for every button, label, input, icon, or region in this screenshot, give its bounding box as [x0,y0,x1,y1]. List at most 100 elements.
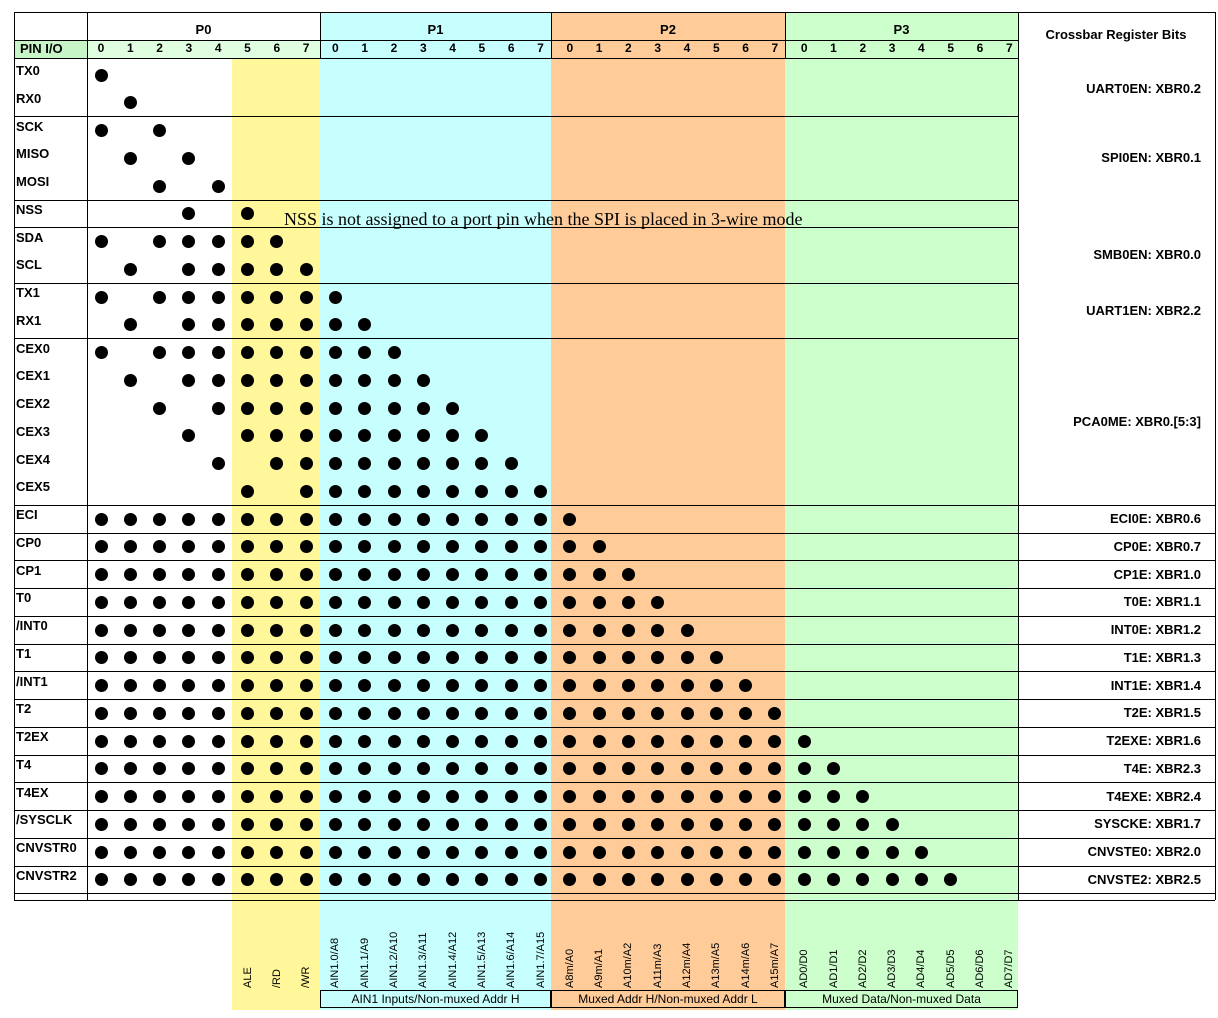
connection-dot [446,623,460,637]
connection-dot [768,817,782,831]
connection-dot [328,401,342,415]
connection-dot [299,595,313,609]
connection-dot [504,706,518,720]
bit-header-1-5: 5 [478,41,486,55]
connection-dot [328,623,342,637]
connection-dot [270,595,284,609]
connection-dot [680,845,694,859]
connection-dot [797,762,811,776]
connection-dot [563,623,577,637]
connection-dot [534,540,547,554]
connection-dot [153,235,167,248]
connection-dot [241,845,254,859]
bit-header-0-6: 6 [273,41,281,55]
connection-dot [123,679,137,692]
connection-dot [475,595,489,609]
connection-dot [182,679,196,692]
register-label: CNVSTE2: XBR2.5 [1087,871,1201,887]
connection-dot [211,817,225,831]
connection-dot [797,873,811,887]
pin-label: MISO [16,146,50,162]
connection-dot [416,845,430,859]
connection-dot [592,623,606,637]
connection-dot [211,651,225,665]
connection-dot [182,845,196,859]
p1-p2-divider [551,12,552,58]
connection-dot [621,568,635,581]
connection-dot [358,623,372,637]
connection-dot [827,845,840,859]
connection-dot [241,568,254,581]
connection-dot [504,651,518,665]
bit-header-2-0: 0 [566,41,574,55]
group-footer: Muxed Addr H/Non-muxed Addr L [551,990,785,1008]
bit-header-2-4: 4 [683,41,691,55]
connection-dot [651,734,665,748]
row-separator [14,560,1215,561]
bits-line [14,58,1018,59]
connection-dot [270,373,284,387]
connection-dot [94,817,108,831]
connection-dot [475,817,489,831]
connection-dot [358,706,372,720]
connection-dot [739,762,753,776]
connection-dot [123,568,137,581]
pin-label: CP1 [16,562,42,578]
bit-header-2-1: 1 [595,41,603,55]
connection-dot [211,318,225,332]
connection-dot [475,790,489,803]
connection-dot [446,457,460,470]
connection-dot [182,235,196,248]
connection-dot [504,817,518,831]
connection-dot [211,568,225,581]
connection-dot [153,651,167,665]
connection-dot [827,790,840,803]
connection-dot [739,817,753,831]
connection-dot [475,512,489,526]
connection-dot [182,734,196,748]
connection-dot [534,512,547,526]
connection-dot [270,679,284,692]
pin-label: T1 [16,645,32,661]
connection-dot [153,679,167,692]
bit-header-0-1: 1 [126,41,134,55]
connection-dot [211,706,225,720]
connection-dot [504,873,518,887]
bottom-signal-label: AIN1.7/A15 [534,931,547,988]
connection-dot [270,429,284,443]
pin-label: CEX3 [16,423,50,439]
connection-dot [827,762,840,776]
connection-dot [446,540,460,554]
connection-dot [504,762,518,776]
bit-header-3-5: 5 [947,41,955,55]
connection-dot [387,373,401,387]
connection-dot [534,873,547,887]
connection-dot [328,790,342,803]
connection-dot [563,540,577,554]
connection-dot [446,512,460,526]
connection-dot [270,346,284,359]
connection-dot [592,790,606,803]
connection-dot [358,679,372,692]
connection-dot [387,540,401,554]
connection-dot [182,817,196,831]
row-separator [14,616,1215,617]
connection-dot [94,651,108,665]
connection-dot [328,484,342,498]
register-label: SYSCKE: XBR1.7 [1094,816,1201,832]
connection-dot [534,651,547,665]
connection-dot [153,595,167,609]
connection-dot [592,817,606,831]
connection-dot [153,817,167,831]
connection-dot [299,845,313,859]
connection-dot [123,790,137,803]
connection-dot [328,651,342,665]
connection-dot [709,845,723,859]
connection-dot [592,540,606,554]
row-separator [14,755,1215,756]
connection-dot [446,401,460,415]
connection-dot [446,706,460,720]
register-label: CP0E: XBR0.7 [1113,538,1201,554]
bottom-signal-label: AD1/D1 [827,949,840,988]
connection-dot [387,706,401,720]
